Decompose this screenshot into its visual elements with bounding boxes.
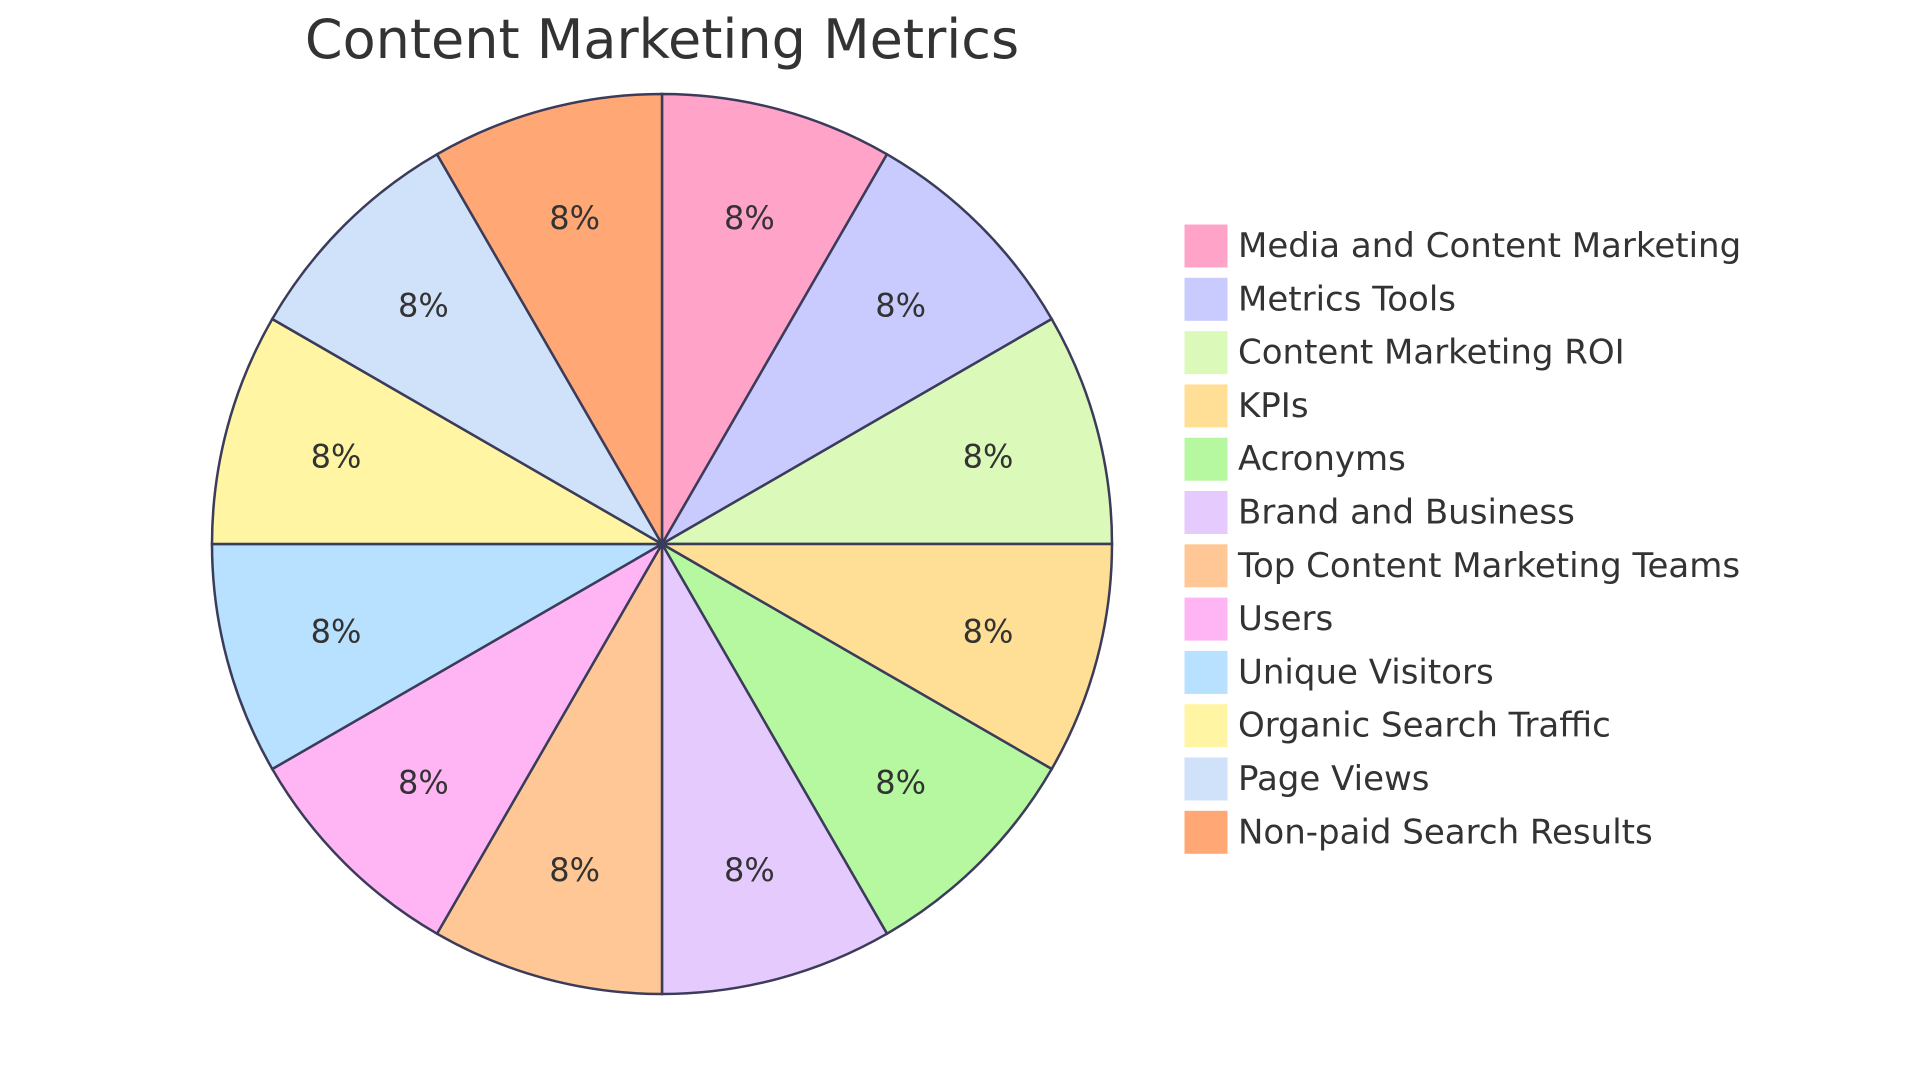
legend-label: Top Content Marketing Teams xyxy=(1237,546,1740,586)
pie-slice xyxy=(435,92,664,549)
pie-slice xyxy=(435,539,664,996)
pie-slice-label: 8% xyxy=(724,851,775,889)
legend-label: Brand and Business xyxy=(1238,493,1575,533)
legend-swatch xyxy=(1183,490,1229,535)
pie-slice-label: 8% xyxy=(963,438,1014,476)
chart-title: Content Marketing Metrics xyxy=(305,8,1019,71)
legend-swatch xyxy=(1183,436,1229,482)
pie-slice xyxy=(270,540,666,936)
legend-swatch xyxy=(1183,596,1229,642)
legend-label: Non-paid Search Results xyxy=(1238,812,1653,852)
legend-swatch xyxy=(1183,276,1229,322)
pie-slice-label: 8% xyxy=(963,612,1014,650)
pie-slice xyxy=(657,542,1114,771)
pie-slice xyxy=(270,152,666,548)
pie-slice-labels: 8% 8% 8% 8% 8% 8% 8% 8% 8% 8% 8% 8% xyxy=(311,199,1014,889)
pie-slice xyxy=(657,317,1114,546)
pie-slice xyxy=(658,540,1054,936)
pie-slice-label: 8% xyxy=(311,438,362,476)
legend-swatch xyxy=(1183,756,1229,802)
legend-swatch xyxy=(1183,383,1229,429)
legend-label: Unique Visitors xyxy=(1238,652,1494,692)
pie-slice xyxy=(660,539,889,996)
pie-slice xyxy=(210,542,667,771)
legend-label: Organic Search Traffic xyxy=(1238,706,1611,746)
pie-slices xyxy=(210,92,1114,996)
legend-label: Metrics Tools xyxy=(1238,279,1456,319)
legend-swatch xyxy=(1183,703,1229,749)
pie-slice xyxy=(660,92,889,549)
pie-slice xyxy=(658,152,1054,548)
legend-swatch xyxy=(1183,543,1229,589)
chart-legend: Media and Content Marketing Metrics Tools… xyxy=(1183,223,1741,855)
legend-swatch xyxy=(1183,223,1229,269)
legend-label: Acronyms xyxy=(1238,439,1406,479)
legend-label: Media and Content Marketing xyxy=(1238,226,1741,266)
pie-slice xyxy=(210,317,667,546)
pie-slice-label: 8% xyxy=(875,286,926,324)
legend-label: Users xyxy=(1238,599,1333,639)
pie-slice-label: 8% xyxy=(311,612,362,650)
pie-slice-label: 8% xyxy=(398,286,449,324)
legend-swatch xyxy=(1183,649,1229,695)
legend-swatch xyxy=(1183,330,1229,376)
pie-slice-label: 8% xyxy=(724,199,775,237)
legend-label: Page Views xyxy=(1238,759,1430,799)
legend-swatch xyxy=(1183,809,1229,855)
pie-slice-label: 8% xyxy=(875,764,926,802)
pie-slice-label: 8% xyxy=(398,764,449,802)
pie-slice-label: 8% xyxy=(549,199,600,237)
pie-slice-label: 8% xyxy=(549,851,600,889)
legend-label: Content Marketing ROI xyxy=(1238,333,1625,373)
legend-label: KPIs xyxy=(1238,386,1309,426)
